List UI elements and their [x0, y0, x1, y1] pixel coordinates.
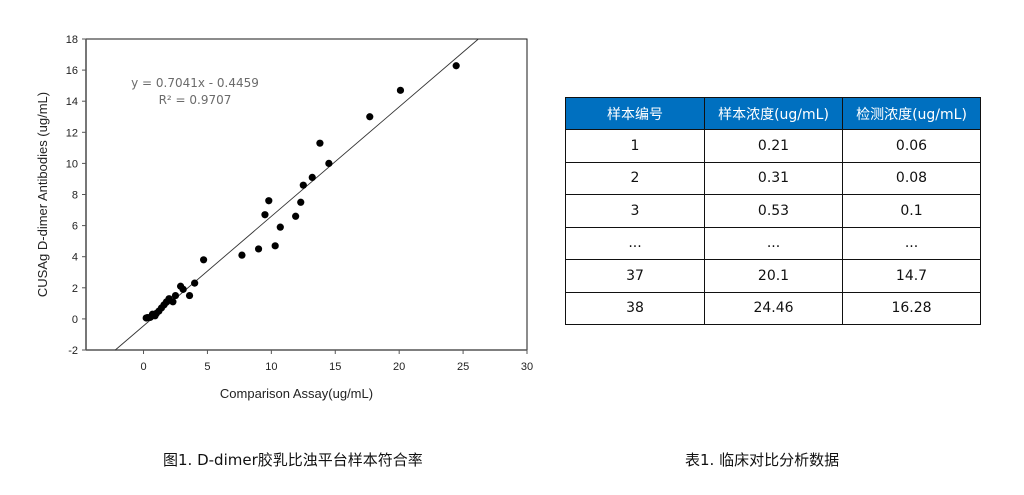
data-point: [169, 298, 177, 306]
cell-sample-conc: 0.53: [704, 194, 843, 228]
x-tick-label: 20: [393, 361, 405, 373]
data-point: [200, 256, 208, 264]
y-tick-label: 8: [72, 190, 78, 202]
data-point: [297, 198, 305, 206]
x-tick-label: 5: [204, 361, 210, 373]
cell-sample-conc: 0.21: [704, 129, 843, 163]
data-point: [238, 251, 246, 259]
table-row: 1 0.21 0.06: [565, 129, 981, 163]
data-point: [325, 159, 333, 167]
header-sample-conc: 样本浓度(ug/mL): [704, 97, 843, 130]
clinical-data-table: 样本编号 样本浓度(ug/mL) 检测浓度(ug/mL) 1 0.21 0.06…: [565, 97, 981, 325]
y-tick-label: 4: [72, 252, 78, 264]
data-point: [396, 86, 405, 94]
x-tick-label: 15: [329, 361, 341, 373]
cell-measured-conc: 0.06: [842, 129, 981, 163]
data-point: [261, 211, 269, 219]
cell-measured-conc: 14.7: [842, 259, 981, 293]
cell-sample-id: 3: [565, 194, 705, 228]
data-point: [254, 245, 263, 253]
cell-measured-conc: 16.28: [842, 291, 981, 325]
data-point: [308, 173, 316, 181]
data-point: [292, 212, 300, 220]
cell-sample-conc: 24.46: [704, 291, 843, 325]
x-tick-label: 10: [265, 361, 277, 373]
trendline-equation: y = 0.7041x - 0.4459: [131, 76, 259, 90]
data-point: [299, 181, 307, 189]
table-row: 3 0.53 0.1: [565, 194, 981, 228]
cell-sample-id: 2: [565, 161, 705, 195]
table-caption: 表1. 临床对比分析数据: [685, 451, 840, 469]
cell-measured-conc: ...: [842, 226, 981, 260]
data-point: [452, 62, 460, 70]
table-row-ellipsis: ... ... ...: [565, 226, 981, 260]
cell-sample-id: ...: [565, 226, 705, 260]
y-tick-label: 6: [72, 221, 78, 233]
data-point: [171, 291, 180, 300]
cell-sample-conc: 0.31: [704, 161, 843, 195]
y-tick-label: 10: [66, 158, 78, 170]
y-tick-label: 18: [66, 34, 78, 46]
y-tick-label: 14: [66, 96, 78, 108]
cell-measured-conc: 0.08: [842, 161, 981, 195]
cell-measured-conc: 0.1: [842, 194, 981, 228]
y-tick-label: 16: [66, 65, 78, 77]
data-point: [271, 242, 279, 250]
header-measured-conc: 检测浓度(ug/mL): [842, 97, 981, 130]
cell-sample-conc: 20.1: [704, 259, 843, 293]
cell-sample-id: 37: [565, 259, 705, 293]
x-tick-label: 30: [521, 361, 533, 373]
y-tick-label: 2: [72, 283, 78, 295]
x-tick-label: 25: [457, 361, 469, 373]
data-point: [276, 223, 284, 231]
x-tick-label: 0: [140, 361, 146, 373]
cell-sample-id: 38: [565, 291, 705, 325]
data-point: [265, 197, 273, 205]
data-point: [179, 285, 187, 293]
y-axis-title: CUSAg D-dimer Antibodies (ug/mL): [35, 92, 50, 297]
data-point: [191, 279, 199, 287]
figure-caption: 图1. D-dimer胶乳比浊平台样本符合率: [163, 451, 423, 469]
y-tick-label: -2: [68, 345, 78, 357]
cell-sample-conc: ...: [704, 226, 843, 260]
r-squared-label: R² = 0.9707: [159, 93, 232, 107]
chart-canvas: -2 0 2 4 6 8 10 12 14 16 18 0 5 10 15 20 25 30 Comparison …: [35, 34, 533, 401]
scatter-chart: -2 0 2 4 6 8 10 12 14 16 18 0 5 10 15 20 25 30 Comparison …: [0, 0, 560, 420]
data-point: [185, 291, 194, 300]
y-tick-label: 12: [66, 127, 78, 139]
data-point: [316, 139, 324, 147]
table-row: 38 24.46 16.28: [565, 291, 981, 325]
table-row: 2 0.31 0.08: [565, 161, 981, 195]
data-point: [366, 113, 374, 121]
header-sample-id: 样本编号: [565, 97, 705, 130]
table-row: 37 20.1 14.7: [565, 259, 981, 293]
y-tick-label: 0: [72, 314, 78, 326]
x-axis-title: Comparison Assay(ug/mL): [220, 386, 373, 401]
table-header-row: 样本编号 样本浓度(ug/mL) 检测浓度(ug/mL): [565, 97, 981, 130]
cell-sample-id: 1: [565, 129, 705, 163]
